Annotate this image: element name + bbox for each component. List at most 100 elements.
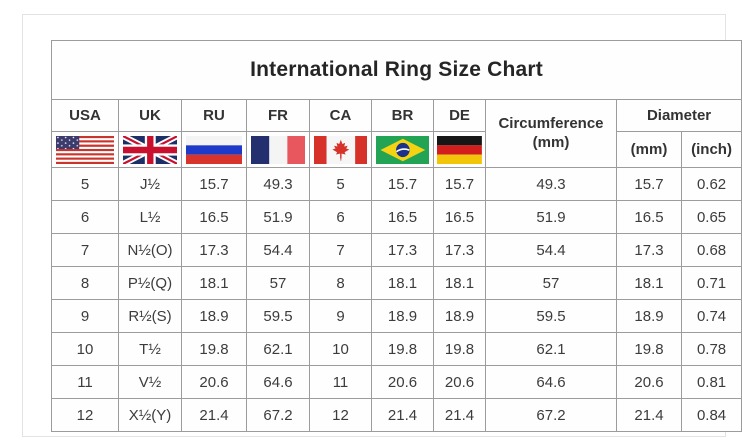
table-cell: 51.9: [485, 200, 617, 234]
table-cell: 57: [485, 266, 617, 300]
table-cell: 12: [51, 398, 119, 432]
france-flag-icon: [250, 135, 306, 164]
table-cell: 0.81: [680, 365, 742, 399]
table-cell: V½: [118, 365, 182, 399]
table-row: 9 R½(S) 18.9 59.5 9 18.9 18.9 59.5 18.9 0.74: [51, 299, 742, 333]
table-cell: 0.74: [680, 299, 742, 333]
table-cell: 18.9: [181, 299, 247, 333]
circumference-unit: (mm): [532, 133, 570, 151]
canada-flag-cell: [309, 131, 372, 168]
table-cell: 8: [309, 266, 372, 300]
diameter-mm-header: (mm): [616, 131, 682, 168]
table-cell: 20.6: [371, 365, 434, 399]
table-cell: 9: [309, 299, 372, 333]
table-cell: 18.9: [371, 299, 434, 333]
germany-flag-icon: [437, 135, 482, 164]
table-cell: 64.6: [485, 365, 617, 399]
usa-flag-icon: [55, 135, 115, 164]
table-cell: L½: [118, 200, 182, 234]
table-cell: 17.3: [433, 233, 486, 267]
circumference-label: Circumference: [498, 114, 604, 132]
table-cell: 18.1: [616, 266, 682, 300]
table-row: 11 V½ 20.6 64.6 11 20.6 20.6 64.6 20.6 0.81: [51, 365, 742, 399]
table-cell: 59.5: [485, 299, 617, 333]
russia-flag-cell: [181, 131, 247, 168]
table-cell: 54.4: [246, 233, 310, 267]
france-flag-cell: [246, 131, 310, 168]
table-cell: 49.3: [246, 167, 310, 201]
table-cell: 67.2: [485, 398, 617, 432]
table-cell: X½(Y): [118, 398, 182, 432]
table-cell: 16.5: [616, 200, 682, 234]
col-header-de: DE: [433, 99, 486, 132]
table-cell: 18.9: [433, 299, 486, 333]
table-cell: 7: [51, 233, 119, 267]
table-cell: 0.68: [680, 233, 742, 267]
table-cell: 6: [309, 200, 372, 234]
table-cell: 11: [51, 365, 119, 399]
table-cell: 51.9: [246, 200, 310, 234]
brazil-flag-icon: [375, 135, 430, 164]
table-cell: P½(Q): [118, 266, 182, 300]
canada-flag-icon: [313, 135, 368, 164]
table-cell: 18.1: [433, 266, 486, 300]
chart-frame: International Ring Size Chart USA UK RU …: [22, 14, 742, 437]
table-cell: 17.3: [181, 233, 247, 267]
table-cell: 11: [309, 365, 372, 399]
table-cell: 0.84: [680, 398, 742, 432]
table-cell: 6: [51, 200, 119, 234]
table-cell: 20.6: [181, 365, 247, 399]
flag-header-row: (mm) (inch): [51, 131, 742, 168]
table-cell: 19.8: [371, 332, 434, 366]
col-header-ru: RU: [181, 99, 247, 132]
table-cell: 0.65: [680, 200, 742, 234]
table-cell: 5: [51, 167, 119, 201]
brazil-flag-cell: [371, 131, 434, 168]
table-cell: 15.7: [181, 167, 247, 201]
table-cell: 67.2: [246, 398, 310, 432]
title-row: International Ring Size Chart: [50, 40, 742, 100]
col-header-diameter: Diameter: [615, 99, 742, 132]
table-cell: 16.5: [181, 200, 247, 234]
table-row: 6 L½ 16.5 51.9 6 16.5 16.5 51.9 16.5 0.65: [51, 200, 742, 234]
table-cell: 8: [51, 266, 119, 300]
table-row: 7 N½(O) 17.3 54.4 7 17.3 17.3 54.4 17.3 0.68: [51, 233, 742, 267]
table-cell: 15.7: [616, 167, 682, 201]
table-row: 8 P½(Q) 18.1 57 8 18.1 18.1 57 18.1 0.71: [51, 266, 742, 300]
table-cell: 10: [51, 332, 119, 366]
germany-flag-cell: [433, 131, 486, 168]
chart-title: International Ring Size Chart: [50, 40, 742, 100]
diameter-inch-header: (inch): [680, 131, 742, 168]
uk-flag-cell: [118, 131, 182, 168]
table-cell: 18.9: [616, 299, 682, 333]
table-cell: 18.1: [181, 266, 247, 300]
table-cell: T½: [118, 332, 182, 366]
table-cell: 15.7: [371, 167, 434, 201]
table-cell: 62.1: [485, 332, 617, 366]
table-cell: 10: [309, 332, 372, 366]
table-cell: 19.8: [433, 332, 486, 366]
usa-flag-cell: [51, 131, 119, 168]
table-cell: 19.8: [616, 332, 682, 366]
col-header-ca: CA: [309, 99, 372, 132]
table-cell: 64.6: [246, 365, 310, 399]
col-header-usa: USA: [51, 99, 119, 132]
table-cell: J½: [118, 167, 182, 201]
table-cell: 20.6: [616, 365, 682, 399]
table-cell: 54.4: [485, 233, 617, 267]
table-cell: N½(O): [118, 233, 182, 267]
table-cell: 20.6: [433, 365, 486, 399]
country-header-row: USA UK RU FR CA BR DE Circumference (mm)…: [51, 99, 742, 168]
ring-size-table: International Ring Size Chart USA UK RU …: [50, 40, 742, 432]
table-cell: 0.62: [680, 167, 742, 201]
col-header-fr: FR: [246, 99, 310, 132]
table-row: 5 J½ 15.7 49.3 5 15.7 15.7 49.3 15.7 0.62: [51, 167, 742, 201]
russia-flag-icon: [185, 135, 243, 164]
table-cell: 7: [309, 233, 372, 267]
table-cell: R½(S): [118, 299, 182, 333]
table-cell: 59.5: [246, 299, 310, 333]
table-cell: 21.4: [616, 398, 682, 432]
table-cell: 21.4: [371, 398, 434, 432]
col-header-circumference: Circumference (mm): [485, 99, 617, 168]
table-cell: 16.5: [371, 200, 434, 234]
